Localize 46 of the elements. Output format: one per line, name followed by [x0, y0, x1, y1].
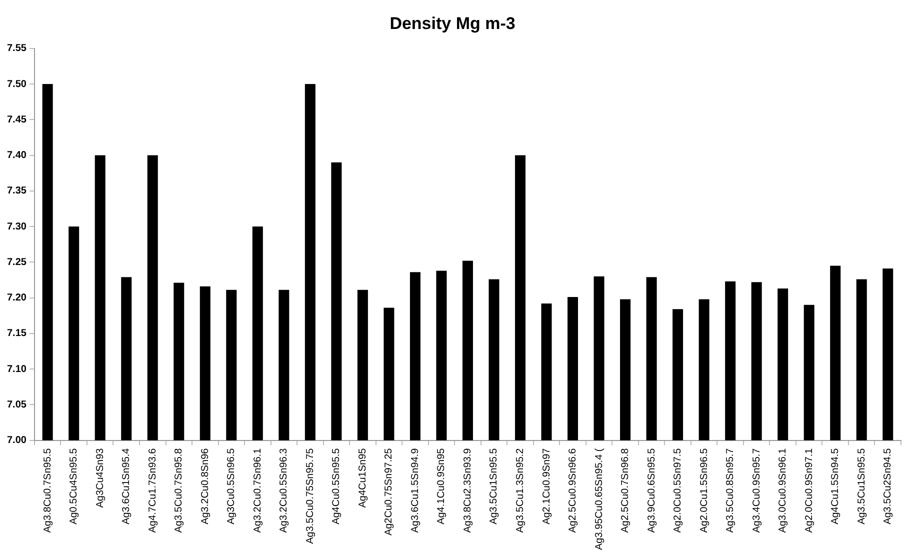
y-tick-label: 7.20 — [6, 292, 27, 304]
x-tick-label: Ag4Cu0.5Sn95.5 — [331, 448, 342, 524]
x-tick-label: Ag4.1Cu0.9Sn95 — [436, 448, 448, 524]
chart-title: Density Mg m-3 — [390, 14, 516, 33]
x-tick-label: Ag3.5Cu1Sn95.5 — [488, 448, 500, 524]
y-tick-label: 7.50 — [6, 78, 27, 90]
x-tick-label: Ag3.8Cu2.3Sn93.9 — [462, 448, 474, 533]
x-tick-label: Ag3.8Cu0.7Sn95.5 — [42, 448, 54, 533]
x-tick-label: Ag3.5Cu2Sn94.5 — [882, 448, 894, 524]
x-tick-label: Ag2Cu0.75Sn97.25 — [384, 448, 395, 536]
x-tick-label: Ag2.5Cu0.9Sn96.6 — [568, 448, 579, 533]
x-tick-label: Ag3.5Cu1.3Sn95.2 — [515, 448, 526, 533]
x-tick-label: Ag2.1Cu0.9Sn97 — [541, 448, 552, 524]
x-tick-label: Ag3.0Cu0.9Sn96.1 — [778, 448, 789, 533]
x-tick-label: Ag3.4Cu0.9Sn95.7 — [751, 448, 762, 533]
x-tick-label: Ag2.0Cu1.5Sn96.5 — [698, 448, 710, 533]
y-tick-label: 7.55 — [6, 43, 27, 54]
x-tick-label: Ag2.0Cu0.9Sn97.1 — [804, 448, 815, 533]
x-tick-label: Ag3.5Cu1Sn95.5 — [856, 448, 868, 524]
x-tick-label: Ag3Cu0.5Sn96.5 — [226, 448, 238, 524]
y-tick-label: 7.30 — [6, 221, 27, 232]
x-tick-label: Ag0.5Cu4Sn95.5 — [68, 448, 80, 524]
y-tick-label: 7.35 — [6, 186, 27, 197]
y-tick-label: 7.10 — [6, 364, 27, 375]
y-tick-label: 7.45 — [6, 114, 27, 126]
x-tick-label: Ag3.2Cu0.8Sn96 — [200, 448, 211, 524]
y-tick-label: 7.40 — [6, 150, 27, 162]
x-tick-label: Ag3.6Cu1Sn95.4 — [121, 448, 132, 524]
x-tick-label: Ag3.95Cu0.65Sn95.4 ( — [594, 448, 605, 550]
x-tick-label: Ag3.6Cu1.5Sn94.9 — [410, 448, 421, 533]
x-tick-label: Ag3.2Cu0.7Sn96.1 — [252, 448, 264, 533]
x-tick-label: Ag3.2Cu0.5Sn96.3 — [278, 448, 290, 533]
y-tick-label: 7.25 — [6, 256, 27, 268]
x-tick-label: Ag2.5Cu0.7Sn96.8 — [620, 448, 632, 533]
y-tick-label: 7.15 — [6, 328, 27, 340]
x-tick-label: Ag4Cu1.5Sn94.5 — [830, 448, 842, 524]
y-tick-label: 7.00 — [6, 435, 27, 446]
x-tick-label: Ag3.5Cu0.75Sn95.75 — [304, 448, 316, 544]
x-tick-label: Ag3.5Cu0.7Sn95.8 — [174, 448, 185, 533]
x-tick-label: Ag3.9Cu0.6Sn95.5 — [646, 448, 658, 533]
x-tick-label: Ag3Cu4Sn93 — [94, 448, 106, 508]
x-tick-label: Ag2.0Cu0.5Sn97.5 — [672, 448, 684, 533]
x-tick-label: Ag4.7Cu1.7Sn93.6 — [147, 448, 158, 533]
x-tick-label: Ag3.5Cu0.8Sn95.7 — [725, 448, 736, 533]
x-tick-label: Ag4Cu1Sn95 — [357, 448, 368, 508]
y-tick-label: 7.05 — [6, 399, 27, 410]
